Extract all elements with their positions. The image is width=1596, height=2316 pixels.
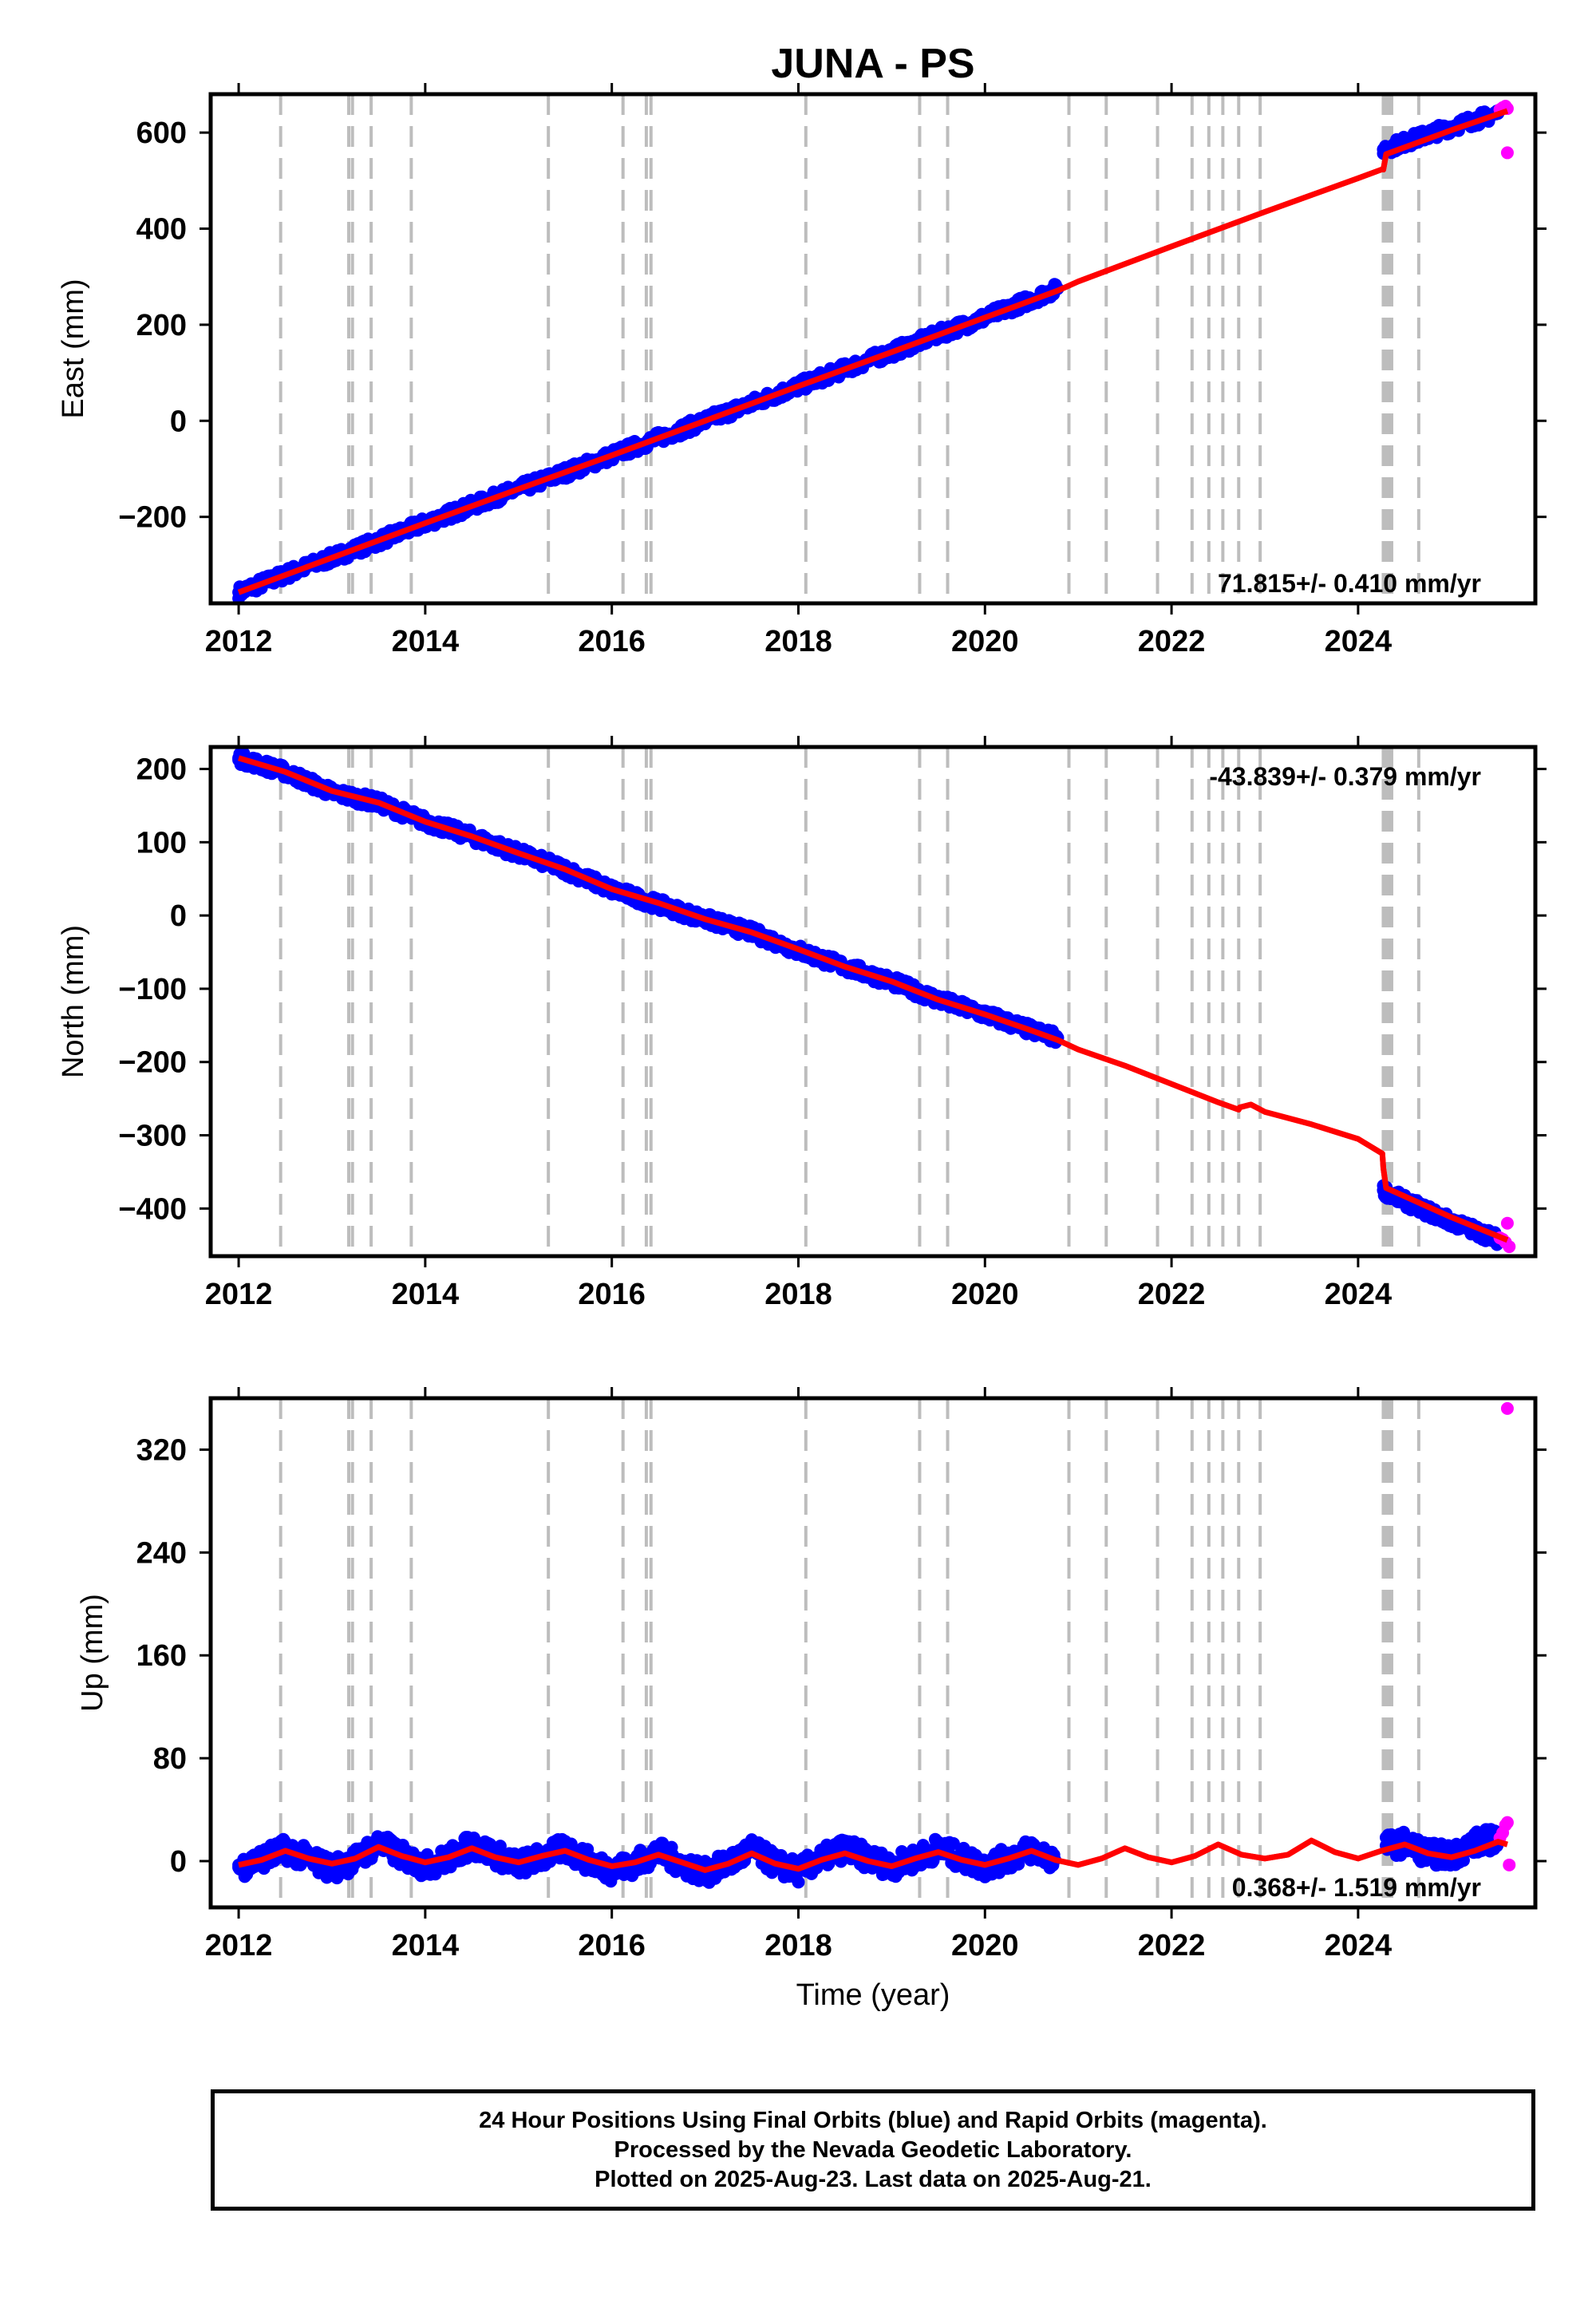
x-tick-label: 2018 bbox=[764, 1929, 832, 1962]
x-tick-label: 2024 bbox=[1325, 625, 1393, 658]
y-tick-label: −200 bbox=[118, 1046, 187, 1080]
x-tick-label: 2024 bbox=[1325, 1278, 1393, 1311]
series-3-2-point bbox=[1503, 1858, 1516, 1871]
footer-line-1: 24 Hour Positions Using Final Orbits (bl… bbox=[479, 2107, 1267, 2133]
x-tick-label: 2012 bbox=[205, 1929, 273, 1962]
footer-line-2: Processed by the Nevada Geodetic Laborat… bbox=[614, 2136, 1132, 2163]
y-tick-label: 0 bbox=[170, 1845, 187, 1879]
y-axis-label: East (mm) bbox=[57, 279, 90, 418]
chart-panel-3: 2012 2014 2016 2018 2020 2022 2024 0 80 160 240 320… bbox=[76, 1387, 1547, 2012]
x-tick-label: 2020 bbox=[951, 625, 1019, 658]
x-tick-label: 2014 bbox=[392, 625, 460, 658]
x-tick-label: 2012 bbox=[205, 625, 273, 658]
rate-label: -43.839+/- 0.379 mm/yr bbox=[1209, 762, 1481, 791]
footer-caption-box: 24 Hour Positions Using Final Orbits (bl… bbox=[211, 2089, 1535, 2211]
y-tick-label: 160 bbox=[136, 1639, 187, 1673]
x-tick-label: 2016 bbox=[578, 1929, 646, 1962]
x-tick-label: 2024 bbox=[1325, 1929, 1393, 1962]
y-tick-label: 0 bbox=[170, 405, 187, 438]
series-1-2-point bbox=[1500, 146, 1514, 160]
model-line-top-2 bbox=[238, 755, 1509, 1243]
y-tick-label: 320 bbox=[136, 1433, 187, 1467]
plot-frame bbox=[208, 92, 1538, 606]
x-tick-label: 2014 bbox=[392, 1929, 460, 1962]
y-tick-label: −200 bbox=[118, 501, 187, 535]
chart-panel-2: 2012 2014 2016 2018 2020 2022 2024 −400 −300 −200… bbox=[57, 736, 1547, 1311]
rate-label: 71.815+/- 0.410 mm/yr bbox=[1218, 569, 1481, 598]
model-line-top-1 bbox=[237, 108, 1509, 595]
x-axis-label: Time (year) bbox=[796, 1978, 950, 2012]
y-axis-label: Up (mm) bbox=[76, 1594, 109, 1712]
series-2-2-point bbox=[1500, 1216, 1514, 1230]
rate-label: 0.368+/- 1.519 mm/yr bbox=[1232, 1873, 1481, 1902]
y-tick-label: −300 bbox=[118, 1120, 187, 1153]
y-tick-label: 400 bbox=[136, 213, 187, 247]
chart-panel-1: 2012 2014 2016 2018 2020 2022 2024 −200 0 200 400 6… bbox=[57, 83, 1547, 658]
x-tick-label: 2020 bbox=[951, 1278, 1019, 1311]
y-tick-label: 200 bbox=[136, 309, 187, 342]
y-tick-label: 80 bbox=[153, 1742, 187, 1776]
x-tick-label: 2022 bbox=[1138, 1929, 1206, 1962]
x-tick-label: 2020 bbox=[951, 1929, 1019, 1962]
y-axis-label: North (mm) bbox=[57, 925, 90, 1078]
series-3-2-point bbox=[1500, 1401, 1514, 1415]
y-tick-label: −100 bbox=[118, 973, 187, 1006]
y-tick-label: 240 bbox=[136, 1536, 187, 1570]
y-tick-label: 0 bbox=[170, 899, 187, 933]
series-3-1-point bbox=[421, 1848, 434, 1861]
y-tick-label: 600 bbox=[136, 117, 187, 150]
series-3-1-point bbox=[792, 1875, 805, 1889]
x-tick-label: 2012 bbox=[205, 1278, 273, 1311]
y-tick-label: 200 bbox=[136, 753, 187, 787]
model-line-top-3 bbox=[238, 1837, 1508, 1873]
plot-frame bbox=[208, 1396, 1538, 1910]
y-tick-label: 100 bbox=[136, 826, 187, 860]
y-tick-label: −400 bbox=[118, 1192, 187, 1226]
x-tick-label: 2018 bbox=[764, 1278, 832, 1311]
x-tick-label: 2016 bbox=[578, 625, 646, 658]
x-tick-label: 2022 bbox=[1138, 625, 1206, 658]
x-tick-label: 2022 bbox=[1138, 1278, 1206, 1311]
plot-frame bbox=[208, 745, 1538, 1259]
series-3-1-point bbox=[1012, 1857, 1025, 1871]
series-3-2-point bbox=[1500, 1816, 1514, 1829]
series-3-1-point bbox=[1468, 1836, 1482, 1850]
x-tick-label: 2016 bbox=[578, 1278, 646, 1311]
x-tick-label: 2014 bbox=[392, 1278, 460, 1311]
footer-line-3: Plotted on 2025-Aug-23. Last data on 202… bbox=[595, 2166, 1152, 2192]
x-tick-label: 2018 bbox=[764, 625, 832, 658]
figure-title: JUNA - PS bbox=[771, 41, 974, 87]
series-2-2-point bbox=[1503, 1240, 1516, 1254]
